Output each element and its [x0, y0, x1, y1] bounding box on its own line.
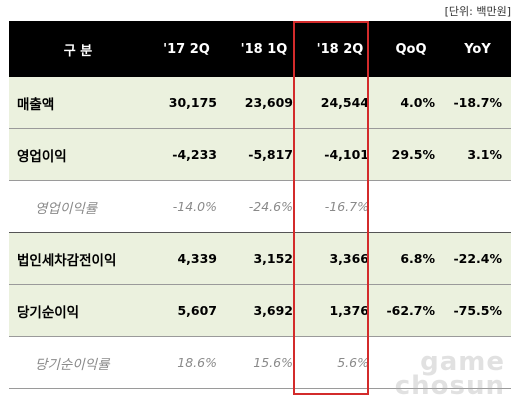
table-cell: -62.7% [378, 284, 444, 337]
header-yoy: YoY [444, 21, 511, 77]
table-cell: 15.6% [226, 336, 302, 389]
table-cell [444, 180, 511, 233]
table-cell: 29.5% [378, 128, 444, 181]
table-cell: -4,233 [147, 128, 226, 181]
row-label: 매출액 [9, 77, 147, 129]
table-cell: -18.7% [444, 77, 511, 129]
table-cell: -4,101 [302, 128, 378, 181]
table-cell: 4.0% [378, 77, 444, 129]
financial-table: 구 분 '17 2Q '18 1Q '18 2Q QoQ YoY 매출액 30,… [9, 21, 511, 389]
unit-label: [단위: 백만원] [444, 5, 511, 18]
table-cell: 3,692 [226, 284, 302, 337]
table-cell: 24,544 [302, 77, 378, 129]
row-label: 영업이익률 [9, 180, 147, 233]
table-cell: -16.7% [302, 180, 378, 233]
table-row: 영업이익 -4,233 -5,817 -4,101 29.5% 3.1% [9, 128, 511, 181]
table-cell: -22.4% [444, 232, 511, 285]
row-label: 영업이익 [9, 128, 147, 181]
table-cell [378, 336, 444, 389]
header-17-2q: '17 2Q [147, 21, 226, 77]
table-cell: 23,609 [226, 77, 302, 129]
table-cell: 3,366 [302, 232, 378, 285]
row-label: 당기순이익률 [9, 336, 147, 389]
watermark-logo: game chosun [394, 347, 505, 401]
table-row: 당기순이익 5,607 3,692 1,376 -62.7% -75.5% [9, 284, 511, 337]
table-cell: 4,339 [147, 232, 226, 285]
header-qoq: QoQ [378, 21, 444, 77]
table-row: 당기순이익률 18.6% 15.6% 5.6% [9, 336, 511, 389]
watermark-line-1: game [420, 347, 505, 377]
table-row: 매출액 30,175 23,609 24,544 4.0% -18.7% [9, 77, 511, 129]
table-cell: -24.6% [226, 180, 302, 233]
table-cell [378, 180, 444, 233]
table-cell [444, 336, 511, 389]
table-cell: -14.0% [147, 180, 226, 233]
table-cell: 6.8% [378, 232, 444, 285]
table-row: 법인세차감전이익 4,339 3,152 3,366 6.8% -22.4% [9, 232, 511, 285]
table-cell: 3.1% [444, 128, 511, 181]
table-cell: -5,817 [226, 128, 302, 181]
row-label: 법인세차감전이익 [9, 232, 147, 285]
table-cell: 5.6% [302, 336, 378, 389]
header-18-1q: '18 1Q [226, 21, 302, 77]
watermark-line-2: chosun [394, 371, 505, 401]
table-cell: 1,376 [302, 284, 378, 337]
table-cell: 30,175 [147, 77, 226, 129]
table-row: 영업이익률 -14.0% -24.6% -16.7% [9, 180, 511, 233]
table-cell: 18.6% [147, 336, 226, 389]
table-cell: 5,607 [147, 284, 226, 337]
row-label: 당기순이익 [9, 284, 147, 337]
header-category: 구 분 [9, 21, 147, 77]
header-row: 구 분 '17 2Q '18 1Q '18 2Q QoQ YoY [9, 21, 511, 77]
table-cell: 3,152 [226, 232, 302, 285]
table-cell: -75.5% [444, 284, 511, 337]
header-18-2q: '18 2Q [302, 21, 378, 77]
